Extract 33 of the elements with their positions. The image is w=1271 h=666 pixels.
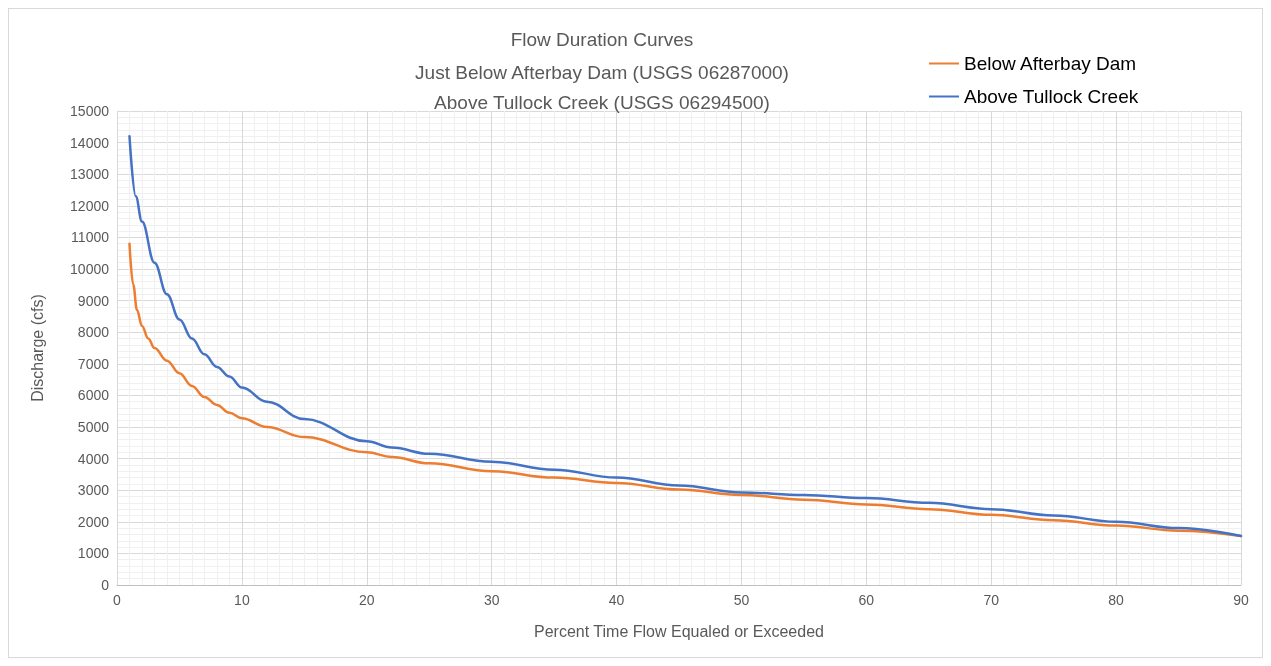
y-tick-label: 8000 xyxy=(77,324,110,341)
x-tick-label: 30 xyxy=(483,592,500,608)
line-series xyxy=(128,135,1243,538)
legend-label: Above Tullock Creek xyxy=(964,86,1139,107)
y-tick-label: 4000 xyxy=(77,450,110,467)
legend-label: Below Afterbay Dam xyxy=(964,53,1137,74)
x-tick-label: 0 xyxy=(113,592,122,608)
y-tick-label: 14000 xyxy=(70,134,110,151)
x-tick-label: 10 xyxy=(234,592,250,608)
y-axis-title: Discharge (cfs) xyxy=(28,294,46,402)
x-tick-label: 20 xyxy=(358,592,375,608)
x-tick-label: 50 xyxy=(733,592,750,608)
chart-subtitle: Just Below Afterbay Dam (USGS 06287000) Above Tullock Creek (USGS 06294500) xyxy=(415,61,789,113)
y-tick-label: 9000 xyxy=(77,292,110,309)
y-tick-label: 15000 xyxy=(70,103,110,119)
y-tick-label: 12000 xyxy=(70,197,110,214)
y-tick-label: 3000 xyxy=(77,482,110,499)
x-tick-label: 70 xyxy=(983,592,1000,608)
y-tick-label: 2000 xyxy=(77,513,110,530)
y-tick-label: 7000 xyxy=(77,355,110,372)
y-tick-label: 5000 xyxy=(77,419,110,435)
chart-title: Flow Duration Curves xyxy=(510,29,694,50)
y-tick-label: 11000 xyxy=(71,229,110,246)
x-tick-label: 40 xyxy=(608,592,625,608)
y-tick-label: 10000 xyxy=(70,261,110,277)
x-tick-label: 90 xyxy=(1233,592,1249,608)
y-tick-label: 6000 xyxy=(77,387,110,404)
y-tick-label: 1000 xyxy=(77,545,110,562)
x-tick-label: 80 xyxy=(1108,592,1125,608)
y-tick-label: 0 xyxy=(101,577,110,593)
y-tick-label: 13000 xyxy=(70,166,110,183)
x-axis-title: Percent Time Flow Equaled or Exceeded xyxy=(534,622,824,640)
x-tick-label: 60 xyxy=(858,592,875,608)
